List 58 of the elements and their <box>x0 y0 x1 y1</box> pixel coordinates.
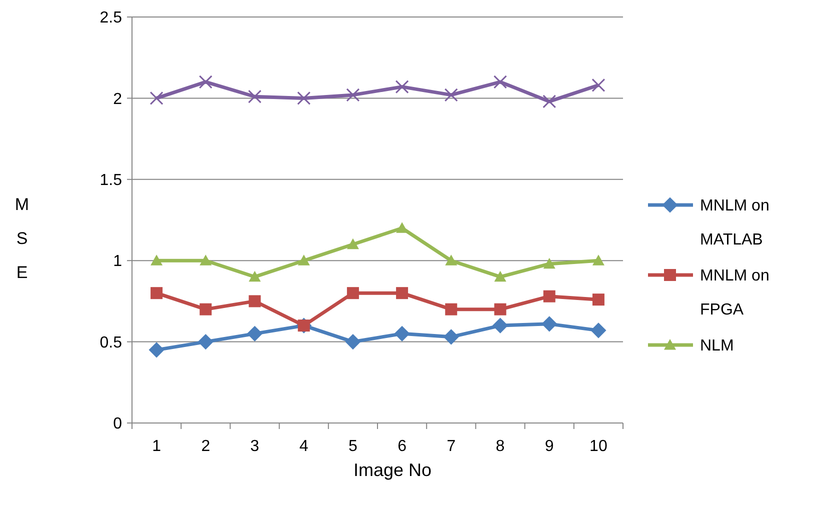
point <box>592 294 604 306</box>
point <box>248 270 261 282</box>
x-tick-label: 10 <box>590 438 608 455</box>
x-tick-label: 9 <box>544 438 554 455</box>
point <box>150 287 163 300</box>
point <box>246 326 263 342</box>
point <box>396 287 408 300</box>
y-axis-title: MSE <box>14 195 30 282</box>
point <box>200 254 212 266</box>
point <box>198 75 212 89</box>
y-tick-label: 2 <box>113 90 122 108</box>
point <box>297 91 311 105</box>
x-tick-label: 8 <box>496 438 505 455</box>
x-tick-label: 5 <box>348 438 358 455</box>
point <box>346 238 359 250</box>
point <box>395 80 409 94</box>
point <box>494 270 506 282</box>
point <box>542 316 558 332</box>
y-tick-label: 0 <box>113 416 122 433</box>
x-tick-label: 2 <box>201 438 210 455</box>
point <box>248 295 261 308</box>
x-axis-title: Image No <box>353 460 432 480</box>
point <box>592 254 604 266</box>
y-tick-label: 1.5 <box>100 172 122 189</box>
point <box>346 88 360 102</box>
y-tick-label: 0.5 <box>100 334 122 352</box>
point <box>494 75 507 89</box>
x-tick-label: 4 <box>299 438 308 455</box>
legend-label: NLM <box>700 338 734 355</box>
point <box>248 90 262 104</box>
point <box>492 318 508 334</box>
point <box>394 326 410 342</box>
point <box>590 322 606 338</box>
x-tick-label: 1 <box>152 438 162 455</box>
x-tick-label: 7 <box>446 438 456 455</box>
point <box>345 334 361 350</box>
point <box>346 287 359 300</box>
legend-label: MNLM on MATLAB <box>700 198 770 249</box>
point <box>494 303 506 316</box>
point <box>200 303 212 316</box>
point <box>444 88 458 102</box>
x-tick-label: 3 <box>250 438 260 455</box>
point <box>150 254 163 266</box>
point <box>592 78 606 92</box>
point <box>148 342 164 358</box>
point <box>445 254 458 266</box>
point <box>542 94 556 108</box>
point <box>150 91 164 105</box>
point <box>443 329 459 345</box>
point <box>445 303 458 316</box>
y-tick-label: 1 <box>113 253 122 270</box>
point <box>543 290 556 302</box>
point <box>298 254 310 266</box>
point <box>198 334 214 350</box>
x-tick-label: 6 <box>398 438 407 455</box>
y-tick-label: 2.5 <box>100 10 122 27</box>
legend-label: MNLM on FPGA <box>700 268 770 319</box>
point <box>543 258 556 269</box>
